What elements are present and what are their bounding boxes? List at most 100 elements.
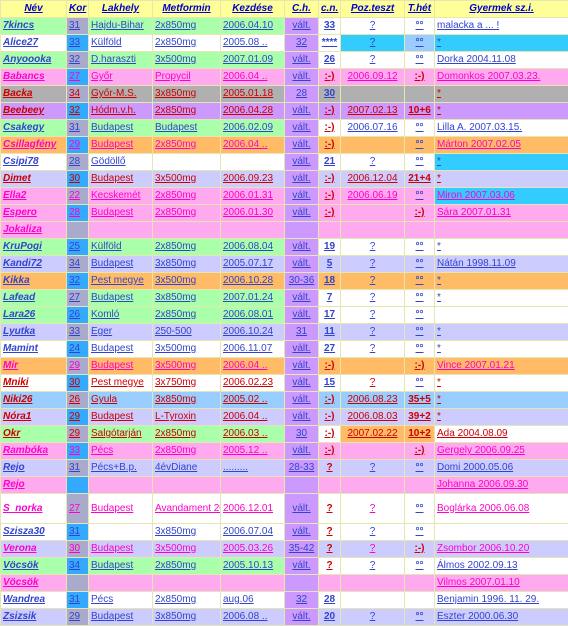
cell-nev[interactable]: Mir	[1, 358, 67, 375]
cell-kezdese: 2006.10.24	[221, 324, 285, 341]
cell-lakhely: Gyula	[89, 392, 153, 409]
cell-cn: 17	[319, 307, 341, 324]
cell-metformin: 3x500mg	[153, 171, 221, 188]
cell-nev[interactable]: 7kincs	[1, 18, 67, 35]
cell-lakhely: Budapest	[89, 558, 153, 575]
cell-kezdese: 2006.11.07	[221, 341, 285, 358]
col-header-gyermek: Gyermek sz.i.	[435, 1, 568, 18]
cell-lakhely: Budapest	[89, 120, 153, 137]
cell-metformin: 3x500mg	[153, 341, 221, 358]
cell-cn: ?	[319, 460, 341, 477]
cell-cn: 18	[319, 273, 341, 290]
cell-cn: 7	[319, 290, 341, 307]
cell-poz-teszt: 2007.02.22	[341, 426, 405, 443]
cell-kor: 22	[67, 188, 89, 205]
cell-nev[interactable]: Backa	[1, 86, 67, 103]
cell-metformin: 3x500mg	[153, 541, 221, 558]
cell-kor: 34	[67, 558, 89, 575]
cell-poz-teszt	[341, 443, 405, 460]
cell-nev[interactable]: Nóra1	[1, 409, 67, 426]
cell-nev[interactable]: Kandi72	[1, 256, 67, 273]
cell-nev[interactable]: Rejo	[1, 477, 67, 494]
cell-nev[interactable]: Beebeey	[1, 103, 67, 120]
cell-nev[interactable]: Zsizsik	[1, 609, 67, 626]
cell-nev[interactable]: Wandrea	[1, 592, 67, 609]
cell-kor: 34	[67, 86, 89, 103]
cell-kor: 30	[67, 375, 89, 392]
cell-nev[interactable]: Szisza30	[1, 524, 67, 541]
cell-metformin: 250-500	[153, 324, 221, 341]
cell-cn: 11	[319, 324, 341, 341]
cell-kezdese: 2005.01.18	[221, 86, 285, 103]
cell-cn: :-)	[319, 426, 341, 443]
cell-nev[interactable]: Csillagfény	[1, 137, 67, 154]
cell-kezdese: 2005.03.26	[221, 541, 285, 558]
cell-kezdese	[221, 154, 285, 171]
cell-kor: 26	[67, 392, 89, 409]
cell-nev[interactable]: Vöcsök	[1, 575, 67, 592]
cell-kor: 32	[67, 273, 89, 290]
cell-nev[interactable]: Vöcsök	[1, 558, 67, 575]
cell-t-het: °°	[405, 460, 435, 477]
cell-metformin: 3x850mg	[153, 392, 221, 409]
cell-cn: :-)	[319, 205, 341, 222]
cell-nev[interactable]: Mamint	[1, 341, 67, 358]
cell-nev[interactable]: Lafead	[1, 290, 67, 307]
cell-metformin: 2x850mg	[153, 103, 221, 120]
cell-nev[interactable]: Csakegy	[1, 120, 67, 137]
cell-kezdese: 2006.04 ..	[221, 409, 285, 426]
cell-metformin: 3x850mg	[153, 290, 221, 307]
cell-lakhely: Budapest	[89, 137, 153, 154]
cell-nev[interactable]: Jokaliza	[1, 222, 67, 239]
cell-poz-teszt	[341, 86, 405, 103]
cell-cn	[319, 575, 341, 592]
cell-nev[interactable]: Ella2	[1, 188, 67, 205]
cell-nev[interactable]: Alice27	[1, 35, 67, 52]
cell-lakhely: Budapest	[89, 409, 153, 426]
cell-nev[interactable]: Okr	[1, 426, 67, 443]
cell-metformin: 3x850mg	[153, 524, 221, 541]
cell-nev[interactable]: Csipi78	[1, 154, 67, 171]
cell-poz-teszt: 2006.08.23	[341, 392, 405, 409]
cell-poz-teszt: 2006.09.12	[341, 69, 405, 86]
cell-nev[interactable]: Babancs	[1, 69, 67, 86]
cell-kor: 30	[67, 171, 89, 188]
cell-t-het	[405, 575, 435, 592]
cell-nev[interactable]: Lara26	[1, 307, 67, 324]
cell-kezdese: 2006.04.10	[221, 18, 285, 35]
cell-gyermek: *	[435, 171, 568, 188]
col-header-kezdese: Kezdése	[221, 1, 285, 18]
cell-kor: 27	[67, 69, 89, 86]
cell-nev[interactable]: Dimet	[1, 171, 67, 188]
cell-nev[interactable]: S_norka	[1, 494, 67, 524]
cell-nev[interactable]: Rejo	[1, 460, 67, 477]
cell-nev[interactable]: Mniki	[1, 375, 67, 392]
cell-poz-teszt	[341, 222, 405, 239]
cell-nev[interactable]: Rambóka	[1, 443, 67, 460]
cell-nev[interactable]: Lyutka	[1, 324, 67, 341]
cell-nev[interactable]: Espero	[1, 205, 67, 222]
cell-nev[interactable]: KruPogi	[1, 239, 67, 256]
cell-nev[interactable]: Anyoooka	[1, 52, 67, 69]
cell-metformin: 3x500mg	[153, 273, 221, 290]
cell-ch: vált.	[285, 256, 319, 273]
cell-poz-teszt: ?	[341, 558, 405, 575]
cell-nev[interactable]: Verona	[1, 541, 67, 558]
cell-nev[interactable]: Kikka	[1, 273, 67, 290]
cell-nev[interactable]: Niki26	[1, 392, 67, 409]
cell-kor: 33	[67, 324, 89, 341]
cell-gyermek: Zsombor 2006.10.20	[435, 541, 568, 558]
header-row: Név Kor Lakhely Metformin Kezdése C.h. c…	[1, 1, 568, 18]
cell-metformin: 4évDiane	[153, 460, 221, 477]
cell-gyermek: *	[435, 341, 568, 358]
cell-t-het: °°	[405, 256, 435, 273]
cell-poz-teszt	[341, 205, 405, 222]
cell-t-het: °°	[405, 290, 435, 307]
cell-ch	[285, 222, 319, 239]
